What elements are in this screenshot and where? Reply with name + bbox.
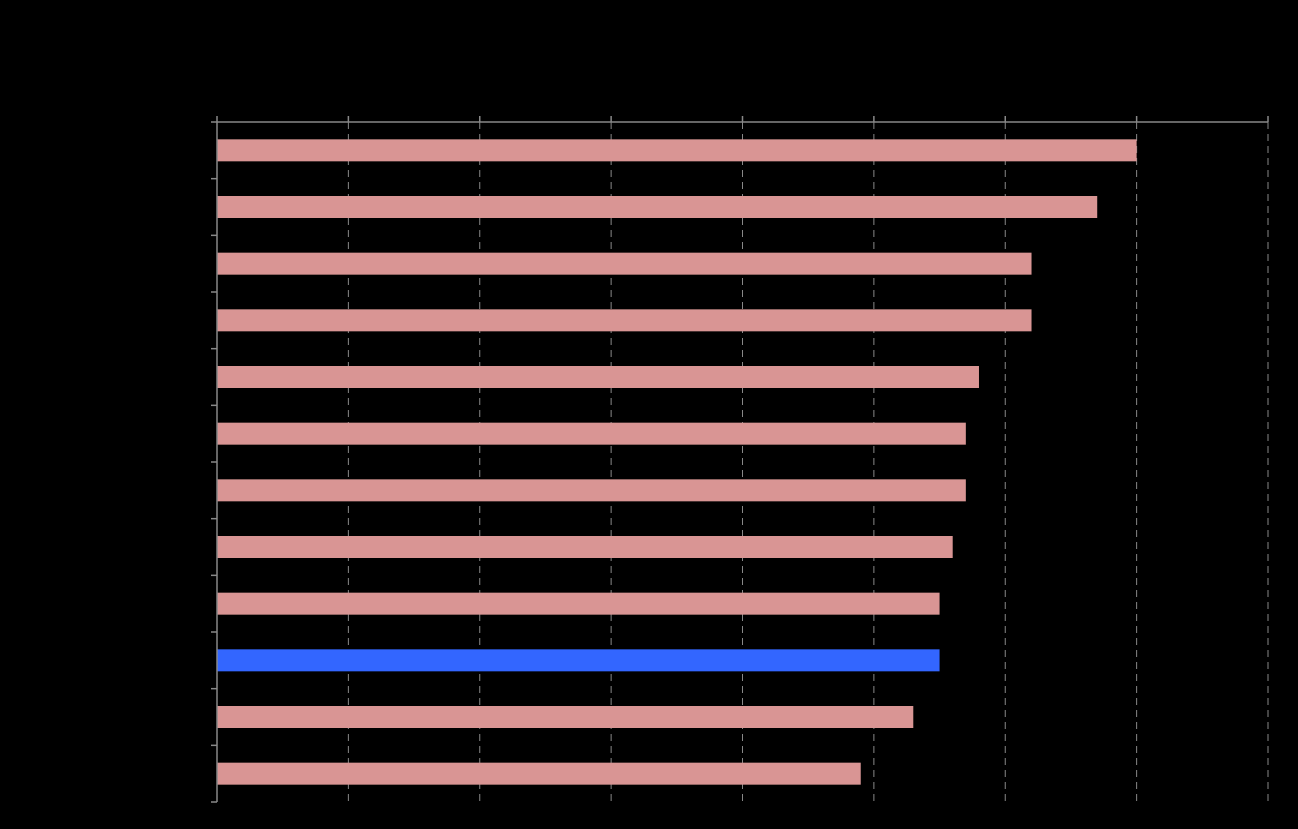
bar	[217, 196, 1098, 218]
bar	[217, 479, 966, 502]
bar	[217, 366, 979, 388]
highlighted-bar	[217, 649, 940, 672]
bar	[217, 592, 940, 615]
gridlines	[347, 122, 1269, 802]
bar	[217, 422, 966, 445]
bar	[217, 309, 1032, 332]
bar	[217, 536, 953, 558]
bar	[217, 139, 1137, 162]
bars	[217, 139, 1137, 785]
bar	[217, 706, 914, 728]
bar	[217, 252, 1032, 275]
bar	[217, 762, 861, 785]
axes	[211, 116, 1269, 803]
